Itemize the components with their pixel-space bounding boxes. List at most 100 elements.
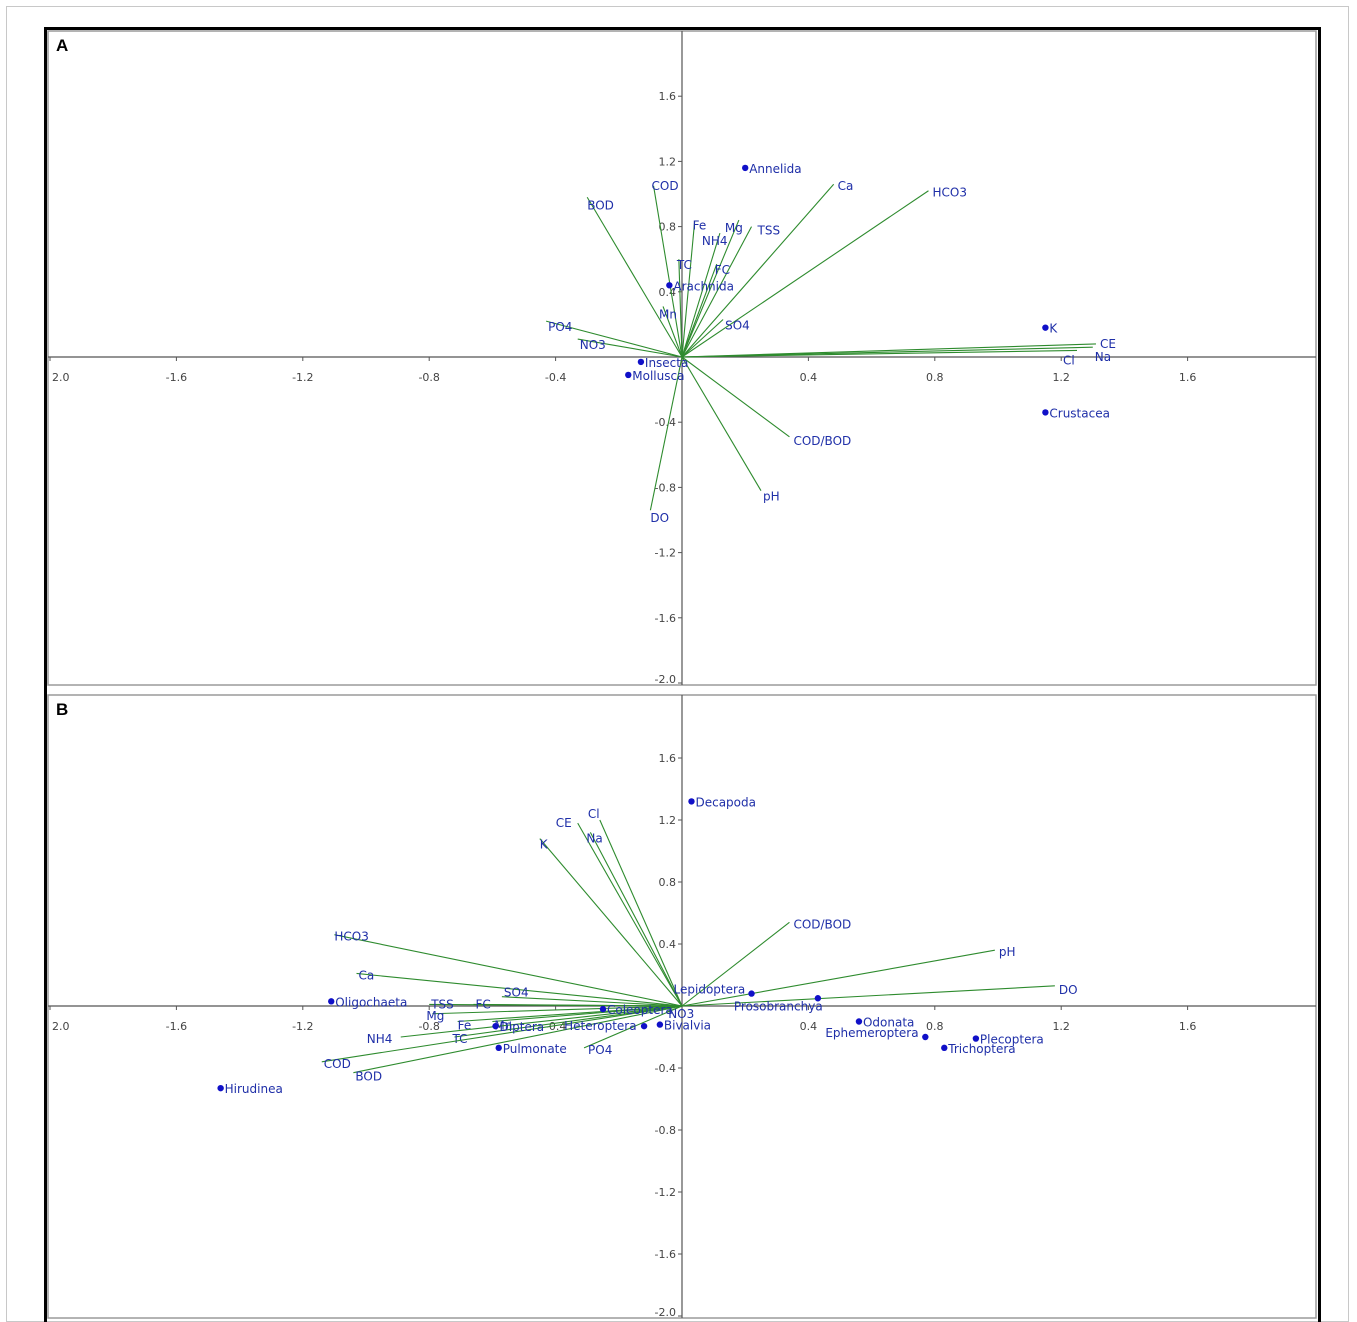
y-tick-label: -2.0	[655, 1306, 676, 1319]
x-tick-label: -1.2	[292, 371, 313, 384]
point-trichoptera	[941, 1044, 948, 1052]
vector-do	[649, 356, 683, 511]
vector-nh4	[400, 1005, 683, 1038]
point-label: K	[1049, 322, 1058, 336]
point-pulmonate	[495, 1044, 502, 1052]
vector-label: Ca	[838, 179, 854, 193]
y-tick-label: -1.6	[655, 612, 676, 625]
y-tick-label: -2.0	[655, 673, 676, 686]
y-tick-label: 1.2	[659, 155, 677, 168]
vector-label: FC	[715, 263, 730, 277]
vector-mn	[492, 1005, 683, 1023]
point-label: Lepidoptera	[674, 983, 746, 997]
vector-label: K	[540, 838, 549, 852]
vector-no3	[665, 1005, 683, 1013]
x-tick-label: 0.4	[800, 371, 818, 384]
x-tick-label: 2.0	[52, 371, 70, 384]
y-tick-label: -1.6	[655, 1248, 676, 1261]
vector-ph	[681, 949, 995, 1007]
point-label: Insecta	[645, 356, 688, 370]
x-tick-label: -1.6	[166, 371, 187, 384]
point-label: Bivalvia	[664, 1019, 711, 1033]
vector-no3	[577, 338, 683, 358]
y-tick-label: -0.4	[655, 416, 676, 429]
vector-bod	[586, 196, 683, 358]
vector-label: DO	[650, 511, 669, 525]
vector-tss	[681, 226, 753, 358]
vector-label: HCO3	[334, 930, 368, 944]
vector-hco3	[334, 934, 683, 1007]
vector-bod	[353, 1005, 683, 1074]
y-tick-label: 0.8	[659, 221, 677, 234]
y-tick-label: -1.2	[655, 1186, 676, 1199]
vector-label: TC	[451, 1032, 467, 1046]
vector-label: SO4	[725, 319, 750, 333]
y-tick-label: 1.6	[659, 90, 677, 103]
y-tick-label: -0.4	[655, 1062, 676, 1075]
x-tick-label: -0.8	[418, 1020, 439, 1033]
point-label: Ephemeroptera	[825, 1026, 918, 1040]
vector-tc	[454, 1005, 683, 1038]
y-tick-label: 1.6	[659, 752, 677, 765]
y-tick-label: -0.8	[655, 481, 676, 494]
vector-label: BOD	[355, 1070, 382, 1084]
x-tick-label: -1.6	[166, 1020, 187, 1033]
x-tick-label: -0.4	[545, 371, 566, 384]
x-tick-label: -0.8	[418, 371, 439, 384]
vector-label: Ca	[359, 968, 375, 982]
point-label: Arachnida	[673, 279, 734, 293]
point-label: Diptera	[500, 1020, 545, 1034]
y-tick-label: 1.2	[659, 814, 677, 827]
vector-label: FC	[475, 997, 490, 1011]
vector-na	[681, 346, 1093, 358]
vector-label: PO4	[548, 320, 572, 334]
point-lepidoptera	[748, 990, 755, 997]
vector-label: PO4	[588, 1043, 612, 1057]
vector-label: DO	[1059, 983, 1078, 997]
point-diptera	[492, 1022, 499, 1030]
vector-label: Mg	[725, 221, 743, 235]
point-prosobranchya	[814, 995, 822, 1002]
vector-mg	[681, 219, 740, 358]
vector-label: TC	[676, 258, 692, 272]
vector-label: NH4	[367, 1032, 393, 1046]
point-label: Odonata	[863, 1016, 914, 1030]
point-label: Trichoptera	[947, 1042, 1015, 1056]
vector-mg	[432, 1005, 683, 1015]
vector-na	[589, 832, 683, 1007]
panel-b: B 2.0 -1.6 -1.2 -0.8 -0.4 0.4 0.8 1.2 1.6 1.6 1.2 0.…	[47, 694, 1317, 1319]
vector-fc	[681, 263, 718, 358]
vector-ph	[681, 356, 762, 491]
vector-label: CE	[1100, 337, 1116, 351]
vector-label: pH	[999, 945, 1016, 959]
vector-label: Fe	[458, 1019, 472, 1033]
y-tick-label: -1.2	[655, 547, 676, 560]
point-label: Mollusca	[632, 369, 684, 383]
vector-ce	[577, 822, 683, 1007]
x-tick-label: 0.8	[926, 371, 944, 384]
vector-fe	[681, 221, 696, 358]
point-label: Crustacea	[1049, 406, 1110, 420]
vector-ca	[356, 972, 683, 1007]
vector-ca	[681, 183, 835, 358]
x-tick-label: 0.4	[800, 1020, 818, 1033]
point-label: Annelida	[749, 162, 801, 176]
vector-do	[681, 985, 1055, 1007]
vector-po4	[583, 1005, 683, 1049]
vector-label: Fe	[693, 219, 707, 233]
vector-label: Cl	[1063, 353, 1075, 367]
point-insecta	[637, 358, 645, 366]
point-k	[1042, 324, 1049, 331]
vector-label: pH	[763, 490, 780, 504]
vector-label: NO3	[668, 1007, 694, 1021]
vector-po4	[545, 320, 683, 358]
vector-cod-bod	[681, 921, 790, 1007]
vector-hco3	[681, 190, 929, 358]
vector-cod-bod	[681, 356, 790, 438]
y-tick-label: 0.8	[659, 876, 677, 889]
x-tick-label: 1.2	[1052, 371, 1070, 384]
point-arachnida	[666, 282, 673, 289]
vector-cl	[599, 819, 683, 1007]
point-label: Hirudinea	[225, 1082, 283, 1096]
vector-label: Cl	[588, 807, 600, 821]
